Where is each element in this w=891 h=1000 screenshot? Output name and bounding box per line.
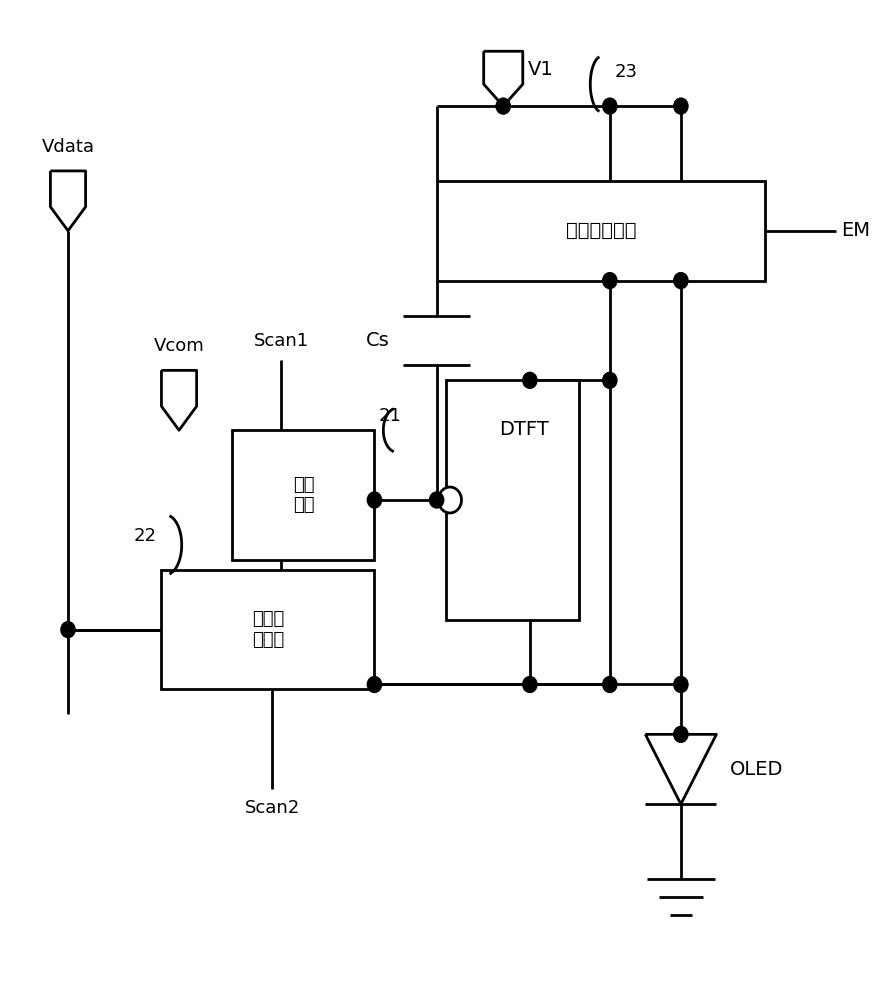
Text: 21: 21 [379, 407, 402, 425]
Circle shape [602, 273, 617, 289]
Polygon shape [51, 171, 86, 231]
Text: Vdata: Vdata [42, 138, 94, 156]
Circle shape [523, 372, 537, 388]
Bar [161, 570, 374, 689]
Circle shape [602, 98, 617, 114]
Polygon shape [161, 370, 197, 430]
Bar [233, 430, 374, 560]
Bar [446, 380, 579, 620]
Circle shape [496, 98, 511, 114]
Text: Scan2: Scan2 [245, 799, 300, 817]
Text: Vcom: Vcom [153, 337, 204, 355]
Text: 22: 22 [134, 527, 157, 545]
Text: 充电控
制模块: 充电控 制模块 [252, 610, 284, 649]
Circle shape [674, 677, 688, 692]
Text: 重置
模块: 重置 模块 [292, 476, 315, 514]
Circle shape [602, 677, 617, 692]
Circle shape [438, 487, 462, 513]
Circle shape [367, 677, 381, 692]
Polygon shape [484, 51, 523, 106]
Text: 23: 23 [614, 63, 637, 81]
Circle shape [674, 98, 688, 114]
Circle shape [429, 492, 444, 508]
Circle shape [602, 372, 617, 388]
Text: Cs: Cs [366, 331, 389, 350]
Circle shape [523, 677, 537, 692]
Text: 发光控制模块: 发光控制模块 [566, 221, 636, 240]
Text: Scan1: Scan1 [254, 332, 309, 350]
Circle shape [674, 273, 688, 289]
Text: V1: V1 [528, 60, 554, 79]
Circle shape [61, 622, 75, 638]
Text: EM: EM [841, 221, 870, 240]
Circle shape [367, 492, 381, 508]
Bar [437, 181, 765, 281]
Circle shape [674, 726, 688, 742]
Text: DTFT: DTFT [499, 420, 549, 439]
Text: OLED: OLED [730, 760, 783, 779]
